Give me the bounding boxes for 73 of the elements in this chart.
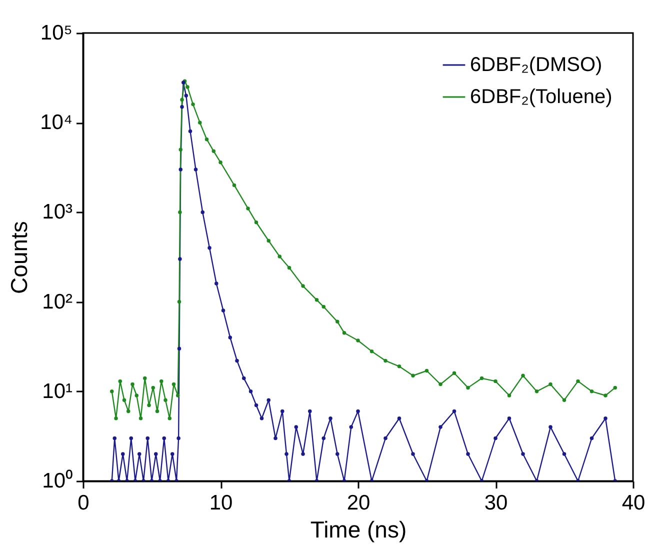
point (126, 409, 130, 414)
point (134, 394, 138, 398)
point (342, 331, 346, 335)
point (322, 304, 326, 309)
point (168, 416, 172, 420)
point (494, 379, 498, 384)
point (212, 149, 216, 154)
point (147, 403, 151, 408)
point (246, 206, 250, 210)
x-tick-label: 20 (346, 492, 370, 514)
point (143, 376, 147, 380)
point (218, 160, 222, 164)
point (534, 390, 539, 394)
point (356, 338, 360, 342)
point (130, 382, 134, 386)
point (191, 102, 195, 106)
point (397, 364, 402, 368)
x-tick-label: 0 (78, 492, 90, 514)
point (562, 398, 566, 402)
point (438, 382, 442, 386)
point (266, 238, 270, 243)
point (576, 379, 580, 384)
point (151, 386, 155, 390)
x-axis-title: Time (ns) (310, 516, 407, 542)
y-tick-label: 10¹ (42, 380, 72, 403)
x-tick-label: 10 (209, 492, 233, 514)
point (521, 374, 525, 378)
point (118, 379, 122, 384)
point (590, 390, 594, 394)
point (164, 398, 168, 402)
point (178, 148, 182, 152)
y-axis-title: Counts (6, 221, 32, 294)
point (507, 394, 512, 398)
point (178, 210, 182, 214)
point (480, 376, 484, 380)
point (114, 416, 118, 420)
y-tick-label: 10³ (42, 200, 72, 224)
point (172, 382, 176, 386)
point (186, 85, 190, 89)
y-tick-label: 10² (42, 290, 72, 314)
point (301, 284, 305, 288)
point (138, 416, 143, 420)
point (198, 120, 202, 124)
point (411, 374, 415, 378)
point (110, 390, 114, 394)
point (604, 394, 608, 398)
x-tick-label: 30 (484, 492, 508, 514)
point (176, 394, 180, 398)
point (278, 254, 282, 258)
point (160, 379, 164, 384)
y-tick-label: 10⁴ (40, 111, 72, 134)
point (452, 371, 456, 375)
y-tick-label: 10⁵ (40, 22, 72, 44)
point (204, 137, 209, 142)
point (424, 368, 429, 373)
point (232, 183, 236, 188)
point (180, 98, 184, 102)
point (122, 398, 126, 402)
point (155, 409, 160, 414)
point (466, 386, 470, 390)
y-tick-label: 10⁰ (42, 470, 72, 492)
point (314, 298, 319, 302)
point (370, 349, 374, 354)
x-tick-label: 40 (622, 492, 646, 514)
legend-label: 6DBF₂(DMSO) (470, 54, 602, 76)
legend-label: 6DBF₂(Toluene) (470, 86, 612, 108)
point (287, 266, 292, 270)
point (613, 386, 617, 390)
point (254, 220, 258, 224)
point (548, 382, 552, 386)
point (177, 300, 182, 304)
point (336, 320, 340, 324)
point (384, 358, 388, 363)
